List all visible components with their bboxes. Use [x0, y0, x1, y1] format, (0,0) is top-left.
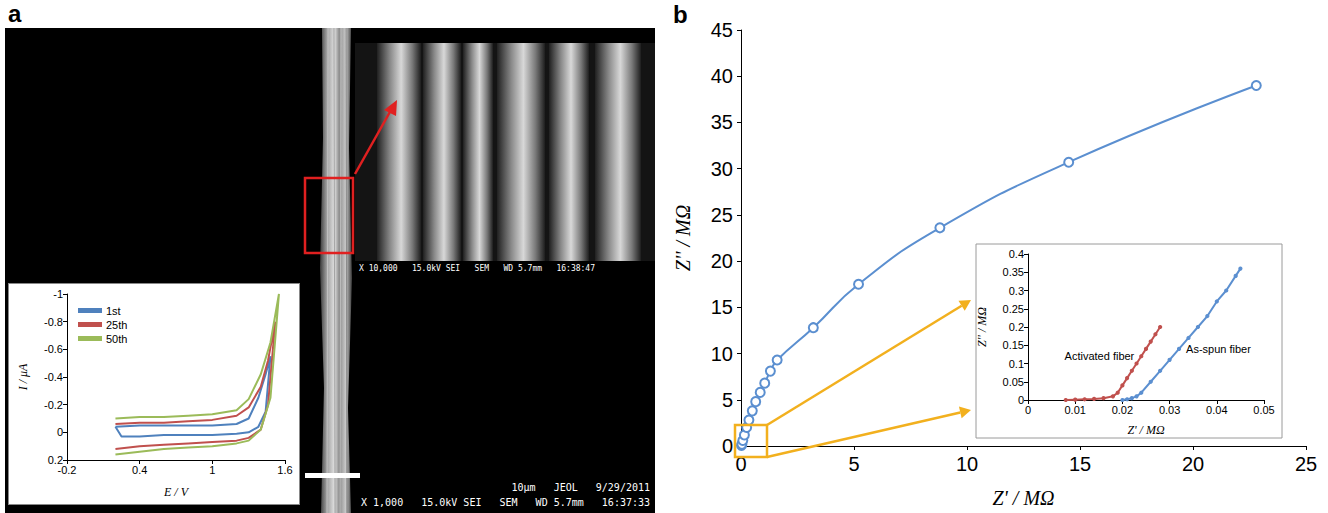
svg-text:20: 20 — [1182, 453, 1204, 475]
svg-text:50th: 50th — [106, 333, 127, 345]
svg-text:Z' / MΩ: Z' / MΩ — [992, 487, 1054, 509]
svg-text:0.4: 0.4 — [132, 464, 147, 476]
svg-text:10: 10 — [711, 343, 733, 365]
svg-text:X 1,000 15.0kV SEI SEM W: X 1,000 15.0kV SEI SEM WD 5.7mm 16:37:33 — [361, 497, 650, 508]
svg-text:0.04: 0.04 — [1206, 404, 1227, 416]
svg-text:As-spun fiber: As-spun fiber — [1186, 343, 1251, 355]
svg-text:0.2: 0.2 — [47, 454, 63, 466]
svg-text:-0.2: -0.2 — [58, 464, 77, 476]
svg-text:40: 40 — [711, 65, 733, 87]
svg-text:10: 10 — [956, 453, 978, 475]
svg-text:0.4: 0.4 — [1009, 248, 1024, 260]
svg-text:X 10,000 15.0kV SEI SEM: X 10,000 15.0kV SEI SEM WD 5.7mm 16:38:4… — [359, 264, 595, 273]
svg-text:30: 30 — [711, 158, 733, 180]
svg-text:-0.6: -0.6 — [44, 343, 63, 355]
html-text:a: a — [8, 0, 22, 27]
svg-text:15: 15 — [1069, 453, 1091, 475]
svg-text:Activated fiber: Activated fiber — [1065, 350, 1135, 362]
svg-text:0.05: 0.05 — [1003, 376, 1024, 388]
svg-text:-0.8: -0.8 — [44, 316, 63, 328]
svg-text:0: 0 — [735, 453, 747, 475]
svg-text:5: 5 — [848, 453, 859, 475]
svg-text:1.6: 1.6 — [277, 464, 292, 476]
svg-text:0.02: 0.02 — [1112, 404, 1133, 416]
svg-text:0.3: 0.3 — [1009, 285, 1024, 297]
svg-text:0: 0 — [57, 426, 63, 438]
svg-text:10μm JEOL 9/29/2011: 10μm JEOL 9/29/2011 — [512, 482, 650, 493]
svg-text:-0.2: -0.2 — [44, 399, 63, 411]
svg-text:0: 0 — [1018, 394, 1024, 406]
svg-text:0: 0 — [722, 435, 733, 457]
svg-text:0.2: 0.2 — [1009, 321, 1024, 333]
svg-text:Z'' / MΩ: Z'' / MΩ — [975, 307, 989, 347]
svg-text:5: 5 — [722, 389, 733, 411]
svg-text:b: b — [673, 1, 688, 28]
svg-text:0.25: 0.25 — [1003, 303, 1024, 315]
svg-text:35: 35 — [711, 111, 733, 133]
svg-text:0.01: 0.01 — [1064, 404, 1085, 416]
svg-text:-1: -1 — [53, 288, 63, 300]
svg-text:1: 1 — [209, 464, 215, 476]
svg-text:25th: 25th — [106, 319, 127, 331]
svg-text:0: 0 — [1025, 404, 1031, 416]
svg-text:0.05: 0.05 — [1253, 404, 1274, 416]
svg-text:20: 20 — [711, 250, 733, 272]
svg-text:E / V: E / V — [163, 485, 190, 499]
svg-text:1st: 1st — [106, 305, 121, 317]
svg-text:25: 25 — [1295, 453, 1317, 475]
svg-text:45: 45 — [711, 19, 733, 41]
svg-text:I / μA: I / μA — [16, 363, 30, 391]
svg-text:0.03: 0.03 — [1159, 404, 1180, 416]
svg-text:-0.4: -0.4 — [44, 371, 63, 383]
svg-text:25: 25 — [711, 204, 733, 226]
svg-text:Z' / MΩ: Z' / MΩ — [1127, 423, 1165, 437]
svg-text:Z'' / MΩ: Z'' / MΩ — [672, 205, 694, 271]
svg-text:15: 15 — [711, 296, 733, 318]
svg-text:0.15: 0.15 — [1003, 339, 1024, 351]
svg-text:0.1: 0.1 — [1009, 358, 1024, 370]
svg-text:0.35: 0.35 — [1003, 266, 1024, 278]
